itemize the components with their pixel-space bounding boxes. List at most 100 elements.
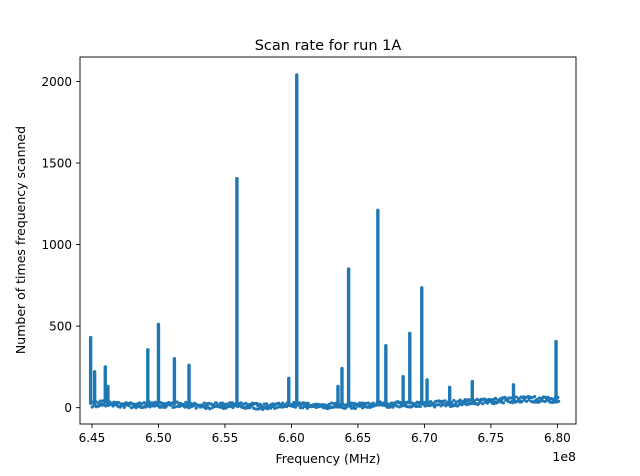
data-point [275,406,279,410]
data-point [221,401,225,405]
data-point [429,399,433,404]
data-point [208,407,212,411]
data-point [218,401,222,405]
data-point [475,397,479,401]
data-point [478,400,482,404]
data-point [433,399,438,404]
data-point [364,401,368,406]
data-point [423,404,427,408]
data-point [187,406,191,410]
data-point [557,399,561,403]
data-point [214,401,218,405]
data-point [481,402,485,406]
data-point [265,402,269,406]
data-point [443,399,447,403]
data-point [444,404,448,408]
data-point [327,402,331,407]
data-point [400,404,404,408]
data-point [98,399,102,403]
x-axis-offset-label: 1e8 [552,449,576,464]
data-point [418,404,422,409]
data-point [252,406,256,410]
y-tick-label: 1500 [41,157,72,171]
data-point [353,406,358,411]
data-point [111,404,115,408]
data-point [205,402,209,406]
data-point [281,401,285,405]
y-tick-label: 1000 [41,238,72,252]
data-point [360,401,364,405]
data-point [129,406,134,410]
data-point [460,403,464,407]
data-point [537,396,542,400]
data-point [409,405,414,409]
data-point [184,400,188,404]
data-point [273,406,277,410]
data-point [439,404,443,408]
data-point [257,407,261,411]
x-tick-label: 6.65 [345,431,372,445]
data-point [329,401,334,405]
data-point [361,406,365,410]
x-tick-label: 6.80 [544,431,571,445]
data-point [171,405,175,409]
data-point [550,400,554,405]
x-tick-label: 6.55 [212,431,239,445]
data-point [441,402,446,407]
data-point [301,401,306,405]
data-point [142,401,146,405]
data-point [298,405,302,410]
y-axis-ticks: 0 500 1000 1500 2000 [41,75,80,415]
data-point [395,404,399,408]
data-point [239,401,243,405]
x-tick-label: 6.50 [145,431,172,445]
data-point [262,402,266,406]
data-point [293,405,298,409]
data-point [452,398,456,403]
data-point [173,405,178,409]
data-markers [88,73,561,411]
data-point [525,399,529,404]
data-point [305,404,309,408]
data-point [220,404,224,408]
data-point [332,401,336,406]
x-tick-label: 6.45 [79,431,106,445]
data-point [221,406,226,411]
data-point [106,403,110,408]
data-point [527,398,531,402]
data-point [506,399,510,404]
data-point [210,406,214,410]
data-point [213,404,217,409]
data-point [104,404,108,408]
x-tick-label: 6.75 [478,431,505,445]
data-point [153,404,157,408]
plot-frame [79,56,577,425]
data-point [501,401,506,405]
data-point [437,402,441,407]
data-point [241,402,246,406]
data-point [148,405,152,409]
x-tick-label: 6.70 [411,431,438,445]
x-axis-label: Frequency (MHz) [275,451,380,466]
data-point [96,401,100,405]
data-point [340,405,344,410]
y-tick-label: 2000 [41,75,72,89]
data-point [520,399,524,404]
data-point [548,400,552,404]
data-point [177,401,181,405]
data-point [499,400,503,404]
data-point [140,402,144,406]
data-point [541,399,545,403]
data-point [291,404,295,409]
data-point [137,401,142,405]
data-point [114,400,118,405]
data-point [493,396,498,400]
data-point [306,401,310,405]
data-point [416,404,420,408]
data-point [231,405,235,410]
data-point [397,405,402,409]
y-tick-label: 0 [64,401,72,415]
data-point [533,394,537,399]
data-point [223,402,227,406]
